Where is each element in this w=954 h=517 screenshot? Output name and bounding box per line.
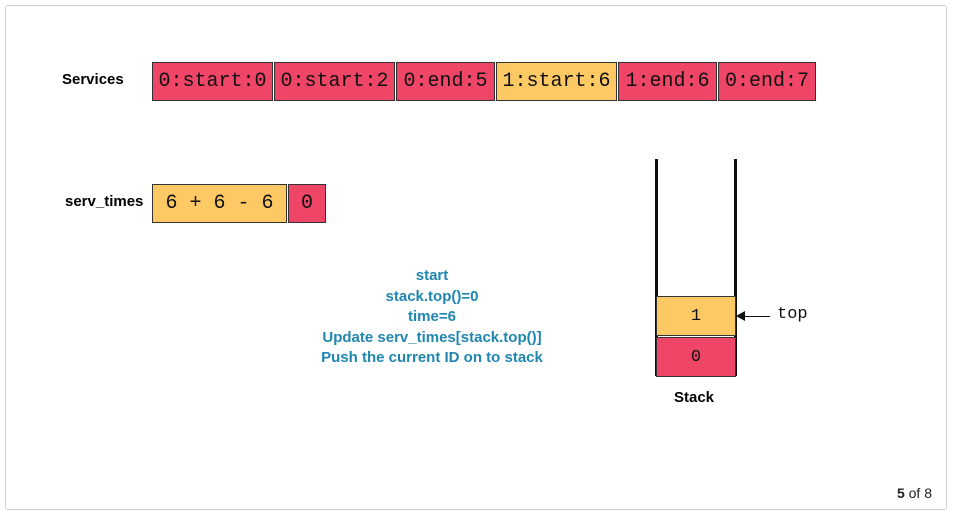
stack-left-wall <box>655 159 658 376</box>
explanation-line: Push the current ID on to stack <box>321 349 543 367</box>
step-explanation: start stack.top()=0 time=6 Update serv_t… <box>282 266 582 369</box>
explanation-line: Update serv_times[stack.top()] <box>322 328 542 346</box>
serv-times-cell: 6 + 6 - 6 <box>152 184 287 223</box>
pager-total: 8 <box>924 485 932 501</box>
serv-times-label: serv_times <box>65 193 144 210</box>
stack-item: 0 <box>656 337 736 377</box>
explanation-line: start <box>415 267 449 284</box>
services-cell: 1:end:6 <box>618 62 717 101</box>
serv-times-array: 6 + 6 - 6 0 <box>152 184 327 223</box>
services-cell: 0:start:2 <box>274 62 395 101</box>
services-cell: 0:end:7 <box>718 62 816 101</box>
serv-times-cell: 0 <box>288 184 326 223</box>
pager-current: 5 <box>896 485 905 501</box>
services-cell: 0:start:0 <box>152 62 273 101</box>
services-label: Services <box>62 71 124 88</box>
stack-label: Stack <box>674 389 715 406</box>
slide-pager: 5 of 8 <box>897 485 932 501</box>
pager-of: of <box>908 485 921 501</box>
services-cell: 1:start:6 <box>496 62 617 101</box>
top-pointer-label: top <box>777 305 808 324</box>
explanation-line: stack.top()=0 <box>385 287 479 305</box>
services-cell: 0:end:5 <box>396 62 495 101</box>
services-array: 0:start:0 0:start:2 0:end:5 1:start:6 1:… <box>152 62 817 101</box>
stack-item: 1 <box>656 296 736 336</box>
stack-right-wall <box>734 159 737 376</box>
top-pointer-line <box>743 316 770 317</box>
explanation-line: time=6 <box>408 308 456 326</box>
top-pointer-arrowhead <box>736 311 745 321</box>
